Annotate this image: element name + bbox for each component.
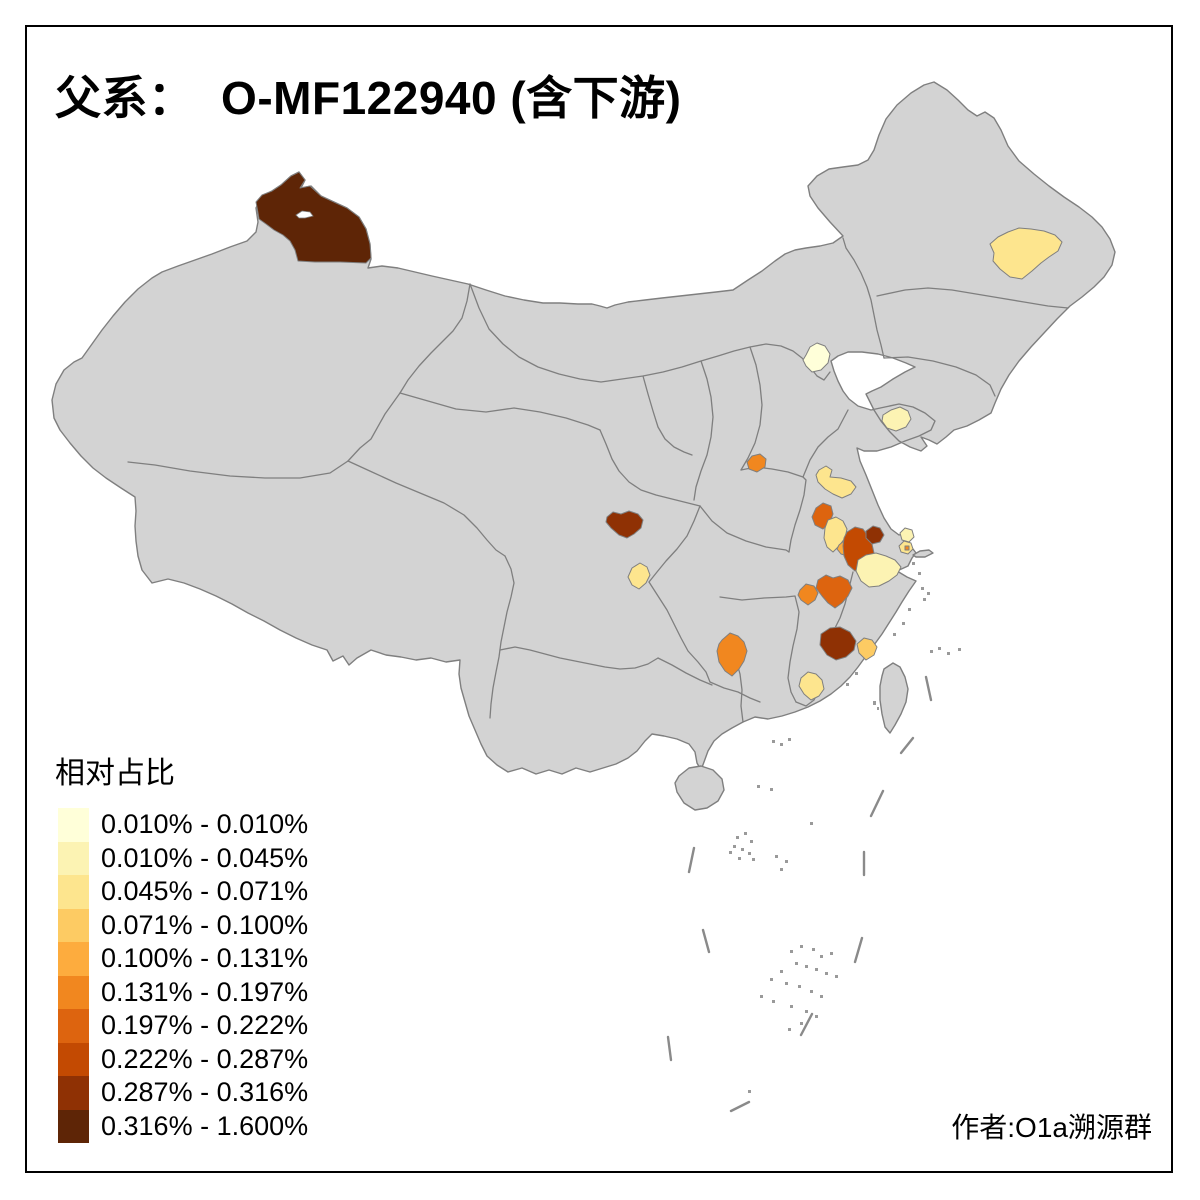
legend-label-1: 0.010% - 0.010% <box>101 809 309 840</box>
legend-row-3: 0.045% - 0.071% <box>58 875 308 909</box>
region-east-guangdong <box>798 671 825 701</box>
legend-label-3: 0.045% - 0.071% <box>101 876 309 907</box>
region-central-hunan <box>716 632 748 677</box>
legend-swatch-7 <box>58 1009 89 1043</box>
region-north-jiangsu <box>815 465 857 499</box>
legend-swatch-6 <box>58 975 89 1009</box>
attribution: 作者:O1a溯源群 <box>951 1112 1152 1143</box>
legend-swatch-2 <box>58 841 89 875</box>
chongming-island <box>912 549 934 558</box>
legend-label-7: 0.197% - 0.222% <box>101 1010 309 1041</box>
legend-swatch-3 <box>58 875 89 909</box>
region-north-xinjiang <box>255 171 372 264</box>
islands <box>674 549 934 811</box>
legend-row-8: 0.222% - 0.287% <box>58 1042 309 1076</box>
plot-title: 父系： O-MF122940 (含下游) <box>55 72 682 124</box>
mainland-china-shape <box>51 81 1116 775</box>
region-north-zhejiang <box>855 552 902 588</box>
legend-swatch-4 <box>58 908 89 942</box>
legend: 相对占比 0.010% - 0.010% 0.010% - 0.045% 0.045… <box>55 748 308 1143</box>
region-beijing <box>802 342 831 373</box>
legend-row-2: 0.010% - 0.045% <box>58 841 309 875</box>
legend-row-6: 0.131% - 0.197% <box>58 975 309 1009</box>
legend-label-9: 0.287% - 0.316% <box>101 1077 309 1108</box>
province-borders <box>127 237 1069 723</box>
legend-label-2: 0.010% - 0.045% <box>101 842 309 873</box>
legend-swatch-5 <box>58 942 89 976</box>
legend-row-5: 0.100% - 0.131% <box>58 942 308 976</box>
legend-row-9: 0.287% - 0.316% <box>58 1076 308 1110</box>
region-northeast-fujian <box>856 637 878 661</box>
legend-swatch-9 <box>58 1076 89 1110</box>
region-nantong-area <box>899 527 915 543</box>
legend-row-1: 0.010% - 0.010% <box>58 808 308 842</box>
legend-row-7: 0.197% - 0.222% <box>58 1009 308 1043</box>
south-china-sea-islands <box>729 562 961 1093</box>
nine-dash-line <box>666 675 933 1113</box>
legend-label-4: 0.071% - 0.100% <box>101 909 309 940</box>
region-north-henan <box>746 453 767 473</box>
region-northwest-fujian <box>819 626 857 661</box>
legend-swatch-8 <box>58 1042 89 1076</box>
region-shanghai-urban-dot <box>904 545 910 551</box>
hainan-island <box>674 765 725 811</box>
legend-label-5: 0.100% - 0.131% <box>101 943 309 974</box>
legend-swatch-1 <box>58 808 89 842</box>
region-chengdu-area <box>605 510 644 539</box>
region-shandong-peninsula <box>881 406 912 432</box>
ulungur-lake <box>295 210 314 219</box>
legend-items: 0.010% - 0.010% 0.010% - 0.045% 0.045% - 0… <box>58 808 308 1143</box>
legend-label-6: 0.131% - 0.197% <box>101 976 309 1007</box>
region-mid-jiangsu <box>865 525 885 545</box>
legend-label-10: 0.316% - 1.600% <box>101 1110 309 1141</box>
region-north-jiangxi <box>815 574 853 609</box>
region-southeast-hubei <box>797 583 819 606</box>
taiwan-island <box>879 662 909 734</box>
choropleth-regions <box>255 171 1063 701</box>
legend-label-8: 0.222% - 0.287% <box>101 1043 309 1074</box>
region-south-sichuan <box>627 562 651 590</box>
legend-swatch-10 <box>58 1109 89 1143</box>
legend-row-4: 0.071% - 0.100% <box>58 908 309 942</box>
legend-title: 相对占比 <box>55 757 175 790</box>
legend-row-10: 0.316% - 1.600% <box>58 1109 309 1143</box>
region-west-heilongjiang <box>989 227 1063 280</box>
